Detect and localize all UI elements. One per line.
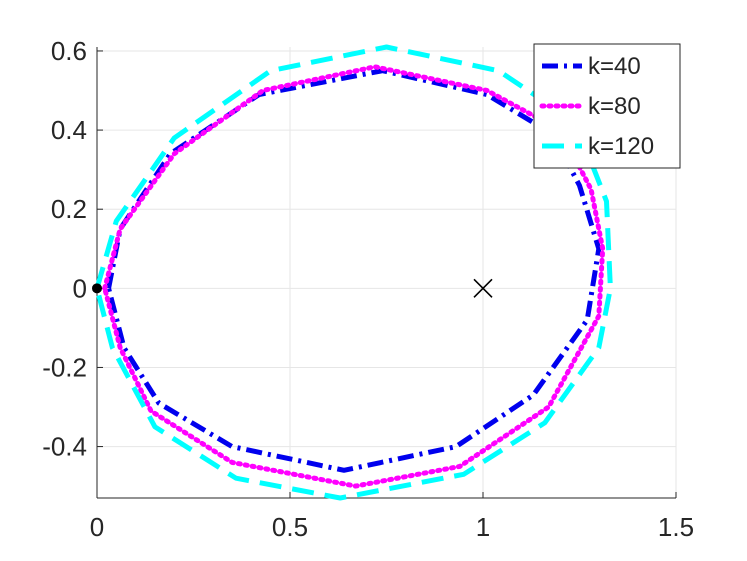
- y-tick-label: -0.4: [42, 432, 87, 462]
- series-line-2: [102, 64, 606, 489]
- series-layer: [94, 44, 613, 501]
- legend: k=40 k=80 k=120: [533, 43, 681, 169]
- ticks: 0 0.5 1 1.5 -0.4 -0.2 0 0.2 0.4 0.6: [42, 36, 694, 542]
- legend-label-2: k=80: [588, 93, 641, 120]
- cross-marker: [473, 278, 493, 298]
- y-tick-label: 0.4: [51, 115, 87, 145]
- legend-label-3: k=120: [588, 133, 654, 160]
- cross-stroke: [473, 278, 493, 298]
- x-tick-label: 1.5: [658, 512, 694, 542]
- y-tick-label: 0.6: [51, 36, 87, 66]
- series-line-3: [94, 44, 613, 501]
- legend-label-1: k=40: [588, 53, 641, 80]
- x-tick-label: 0.5: [272, 512, 308, 542]
- marker-layer: [92, 278, 493, 298]
- y-tick-label: 0.2: [51, 194, 87, 224]
- y-tick-label: -0.2: [42, 352, 87, 382]
- origin-dot-marker: [92, 283, 102, 294]
- x-tick-label: 1: [476, 512, 490, 542]
- x-tick-label: 0: [90, 512, 104, 542]
- y-tick-label: 0: [73, 273, 87, 303]
